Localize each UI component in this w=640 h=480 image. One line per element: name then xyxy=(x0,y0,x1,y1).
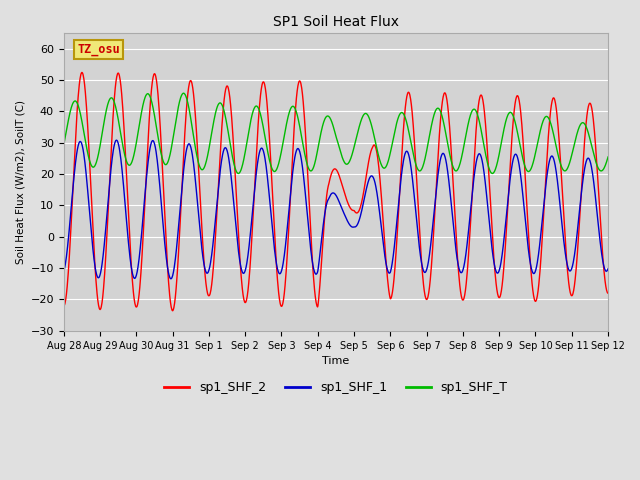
sp1_SHF_1 xyxy=(168,274,176,279)
sp1_SHF_2 xyxy=(604,290,612,296)
sp1_SHF_1 xyxy=(243,262,250,268)
Line: sp1_SHF_T: sp1_SHF_T xyxy=(64,93,608,173)
sp1_SHF_T xyxy=(492,164,500,170)
sp1_SHF_2 xyxy=(182,119,189,124)
sp1_SHF_2 xyxy=(168,307,176,313)
sp1_SHF_2 xyxy=(492,281,500,287)
sp1_SHF_2 xyxy=(169,308,177,313)
sp1_SHF_2 xyxy=(421,292,429,298)
sp1_SHF_T xyxy=(540,116,548,121)
sp1_SHF_T xyxy=(60,142,68,147)
Line: sp1_SHF_1: sp1_SHF_1 xyxy=(64,140,608,279)
sp1_SHF_T xyxy=(168,144,175,150)
sp1_SHF_1 xyxy=(182,152,189,158)
sp1_SHF_1 xyxy=(421,270,429,276)
sp1_SHF_2 xyxy=(78,70,86,75)
X-axis label: Time: Time xyxy=(323,356,349,366)
sp1_SHF_1 xyxy=(167,276,175,282)
sp1_SHF_2 xyxy=(60,303,68,309)
Text: TZ_osu: TZ_osu xyxy=(77,43,120,56)
sp1_SHF_1 xyxy=(60,269,68,275)
sp1_SHF_T xyxy=(243,144,250,150)
sp1_SHF_1 xyxy=(492,269,500,275)
sp1_SHF_T xyxy=(488,170,496,176)
sp1_SHF_2 xyxy=(540,203,548,208)
Y-axis label: Soil Heat Flux (W/m2), SoilT (C): Soil Heat Flux (W/m2), SoilT (C) xyxy=(15,100,25,264)
sp1_SHF_1 xyxy=(540,198,548,204)
sp1_SHF_1 xyxy=(604,266,612,272)
sp1_SHF_2 xyxy=(243,297,250,303)
sp1_SHF_1 xyxy=(113,137,120,143)
sp1_SHF_T xyxy=(420,157,428,163)
Line: sp1_SHF_2: sp1_SHF_2 xyxy=(64,72,608,311)
Legend: sp1_SHF_2, sp1_SHF_1, sp1_SHF_T: sp1_SHF_2, sp1_SHF_1, sp1_SHF_T xyxy=(159,376,513,399)
sp1_SHF_T xyxy=(181,92,189,97)
sp1_SHF_T xyxy=(604,154,612,160)
sp1_SHF_T xyxy=(180,90,188,96)
Title: SP1 Soil Heat Flux: SP1 Soil Heat Flux xyxy=(273,15,399,29)
